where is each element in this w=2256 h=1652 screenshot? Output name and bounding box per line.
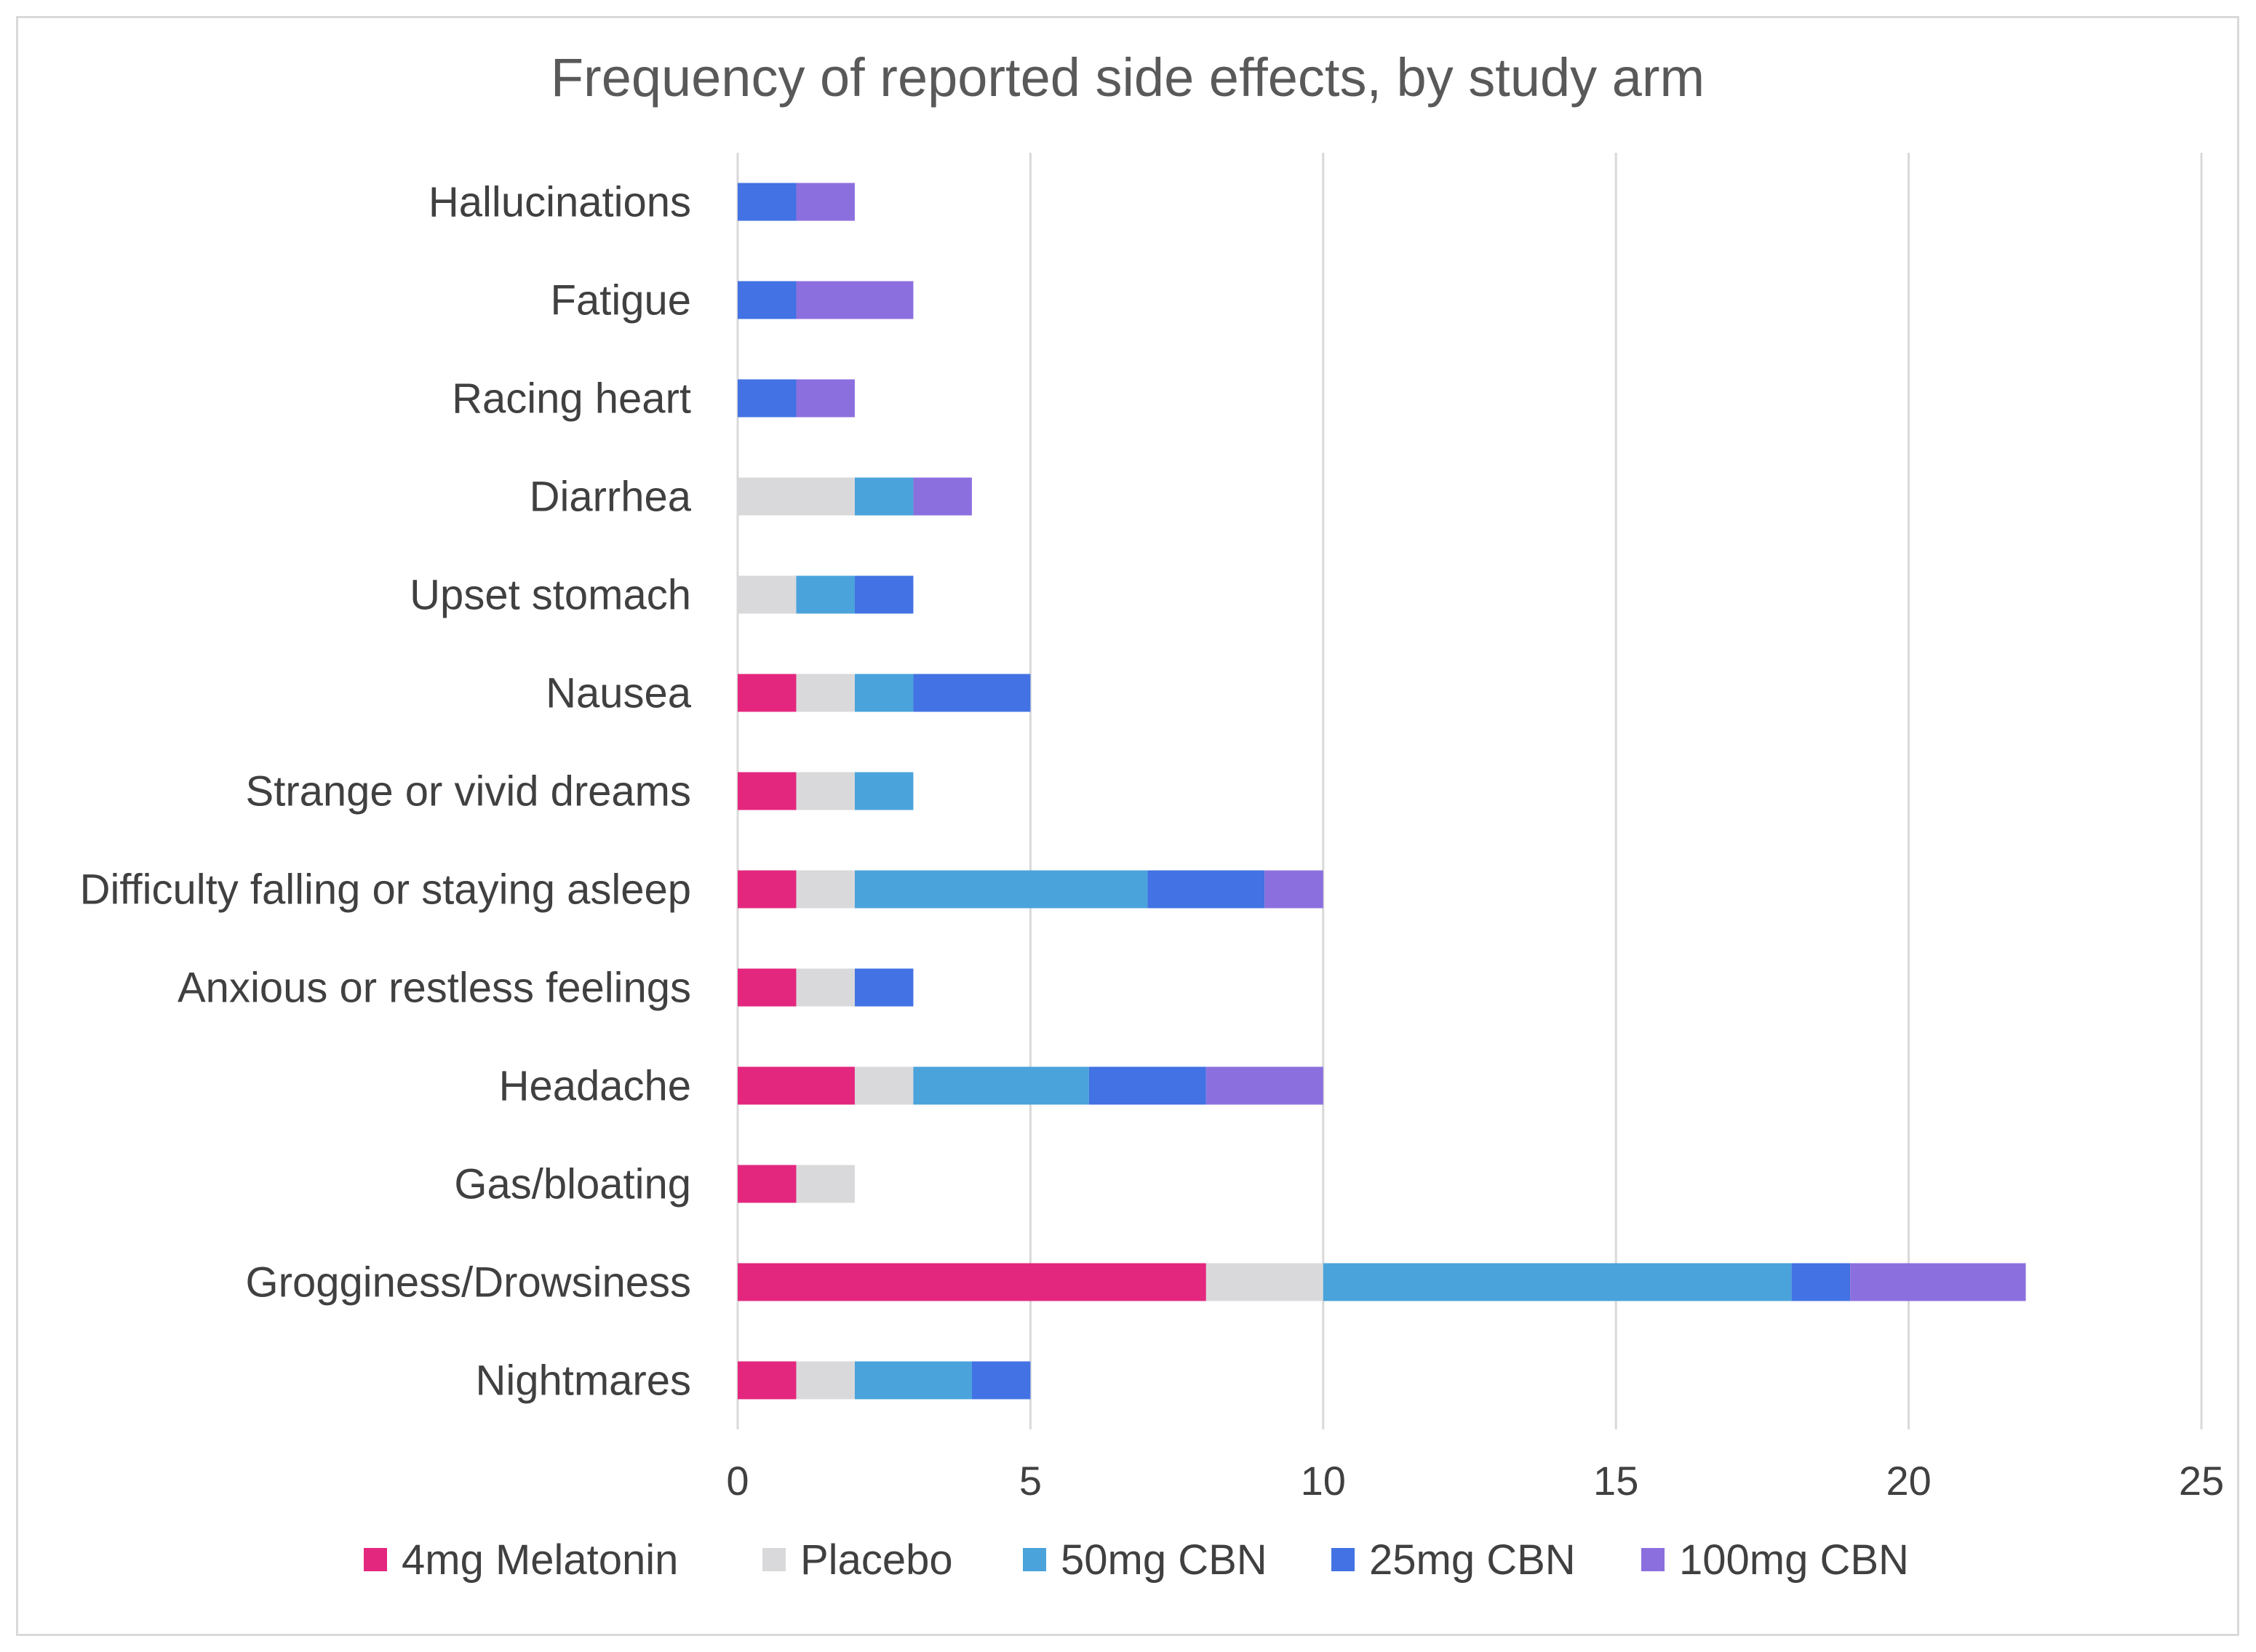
bar-diarrhea-50mg-cbn (854, 477, 914, 516)
bar-gas-bloating-placebo (796, 1165, 855, 1203)
legend-swatch-placebo (762, 1548, 786, 1571)
category-label-upset-stomach: Upset stomach (410, 572, 691, 619)
x-tick-label-10: 10 (1301, 1458, 1346, 1504)
bar-grogginess-drowsiness-25mg-cbn (1791, 1263, 1851, 1301)
category-label-difficulty-falling-or-staying-asleep: Difficulty falling or staying asleep (80, 866, 691, 914)
bar-racing-heart-25mg-cbn (738, 379, 797, 418)
bar-gas-bloating-4mg-melatonin (738, 1165, 797, 1203)
bar-strange-or-vivid-dreams-50mg-cbn (854, 772, 914, 810)
bar-grogginess-drowsiness-placebo (1205, 1263, 1323, 1301)
legend-label-placebo: Placebo (800, 1536, 953, 1584)
bar-upset-stomach-50mg-cbn (796, 575, 855, 614)
bar-diarrhea-placebo (738, 477, 855, 516)
category-label-fatigue: Fatigue (551, 277, 691, 324)
bar-strange-or-vivid-dreams-4mg-melatonin (738, 772, 797, 810)
legend-label-25mg-cbn: 25mg CBN (1369, 1536, 1576, 1584)
bar-hallucinations-25mg-cbn (738, 183, 797, 221)
bars (738, 183, 2026, 1400)
bar-nightmares-4mg-melatonin (738, 1361, 797, 1400)
category-label-nausea: Nausea (546, 670, 692, 717)
bar-strange-or-vivid-dreams-placebo (796, 772, 855, 810)
legend-swatch-100mg-cbn (1641, 1548, 1665, 1571)
category-label-racing-heart: Racing heart (452, 375, 691, 423)
chart-frame (16, 16, 2239, 1636)
legend-swatch-25mg-cbn (1331, 1548, 1355, 1571)
legend-label-4mg-melatonin: 4mg Melatonin (402, 1536, 678, 1584)
bar-nightmares-placebo (796, 1361, 855, 1400)
category-label-grogginess-drowsiness: Grogginess/Drowsiness (246, 1259, 691, 1306)
category-label-gas-bloating: Gas/bloating (454, 1161, 691, 1208)
legend-swatch-4mg-melatonin (364, 1548, 387, 1571)
bar-grogginess-drowsiness-4mg-melatonin (738, 1263, 1206, 1301)
bar-anxious-or-restless-feelings-placebo (796, 968, 855, 1007)
legend-label-50mg-cbn: 50mg CBN (1061, 1536, 1267, 1584)
bar-headache-4mg-melatonin (738, 1066, 855, 1105)
x-axis-ticks: 0 5 10 15 20 25 (726, 1458, 2224, 1504)
legend: 4mg Melatonin Placebo 50mg CBN 25mg CBN 100m… (364, 1536, 1909, 1584)
category-label-diarrhea: Diarrhea (530, 474, 692, 521)
category-label-strange-or-vivid-dreams: Strange or vivid dreams (246, 768, 691, 815)
bar-headache-placebo (854, 1066, 914, 1105)
category-label-nightmares: Nightmares (475, 1357, 691, 1405)
bar-anxious-or-restless-feelings-25mg-cbn (854, 968, 914, 1007)
bar-grogginess-drowsiness-100mg-cbn (1850, 1263, 2026, 1301)
bar-nausea-50mg-cbn (854, 674, 914, 712)
legend-swatch-50mg-cbn (1023, 1548, 1046, 1571)
x-tick-label-5: 5 (1019, 1458, 1042, 1504)
bar-upset-stomach-placebo (738, 575, 797, 614)
bar-difficulty-falling-or-staying-asleep-4mg-melatonin (738, 870, 797, 909)
x-tick-label-15: 15 (1593, 1458, 1638, 1504)
bar-nightmares-50mg-cbn (854, 1361, 972, 1400)
bar-difficulty-falling-or-staying-asleep-50mg-cbn (854, 870, 1148, 909)
category-label-hallucinations: Hallucinations (429, 179, 691, 226)
bar-grogginess-drowsiness-50mg-cbn (1323, 1263, 1792, 1301)
x-tick-label-25: 25 (2179, 1458, 2224, 1504)
bar-headache-50mg-cbn (913, 1066, 1089, 1105)
bar-hallucinations-100mg-cbn (796, 183, 855, 221)
bar-diarrhea-100mg-cbn (913, 477, 972, 516)
category-label-anxious-or-restless-feelings: Anxious or restless feelings (178, 965, 691, 1012)
legend-label-100mg-cbn: 100mg CBN (1679, 1536, 1909, 1584)
bar-upset-stomach-25mg-cbn (854, 575, 914, 614)
bar-difficulty-falling-or-staying-asleep-25mg-cbn (1147, 870, 1265, 909)
gridlines (736, 153, 2203, 1429)
x-tick-label-20: 20 (1886, 1458, 1931, 1504)
bar-nausea-placebo (796, 674, 855, 712)
bar-fatigue-25mg-cbn (738, 281, 797, 319)
chart-title: Frequency of reported side effects, by s… (551, 47, 1705, 108)
bar-fatigue-100mg-cbn (796, 281, 914, 319)
bar-anxious-or-restless-feelings-4mg-melatonin (738, 968, 797, 1007)
bar-nausea-25mg-cbn (913, 674, 1031, 712)
category-labels: Hallucinations Fatigue Racing heart Diarrhe… (80, 179, 692, 1405)
bar-difficulty-falling-or-staying-asleep-100mg-cbn (1264, 870, 1323, 909)
x-tick-label-0: 0 (726, 1458, 749, 1504)
category-label-headache: Headache (499, 1063, 691, 1110)
bar-headache-100mg-cbn (1205, 1066, 1323, 1105)
bar-headache-25mg-cbn (1088, 1066, 1206, 1105)
bar-nausea-4mg-melatonin (738, 674, 797, 712)
bar-difficulty-falling-or-staying-asleep-placebo (796, 870, 855, 909)
bar-racing-heart-100mg-cbn (796, 379, 855, 418)
bar-nightmares-25mg-cbn (971, 1361, 1031, 1400)
